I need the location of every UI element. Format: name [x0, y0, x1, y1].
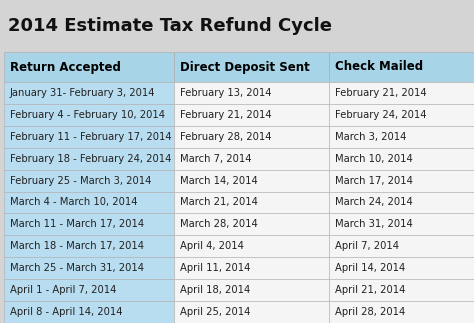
Bar	[174, 148, 329, 170]
Text: February 21, 2014: February 21, 2014	[180, 110, 272, 120]
Text: March 3, 2014: March 3, 2014	[335, 132, 406, 142]
Bar	[4, 257, 174, 279]
Text: March 25 - March 31, 2014: March 25 - March 31, 2014	[10, 263, 144, 273]
Bar	[174, 279, 329, 301]
Text: April 8 - April 14, 2014: April 8 - April 14, 2014	[10, 307, 122, 317]
Text: 2014 Estimate Tax Refund Cycle: 2014 Estimate Tax Refund Cycle	[8, 17, 332, 35]
Text: April 4, 2014: April 4, 2014	[180, 241, 244, 251]
Text: Check Mailed: Check Mailed	[335, 60, 423, 74]
Bar	[329, 126, 474, 148]
Bar	[4, 235, 174, 257]
Bar	[4, 126, 174, 148]
Text: March 14, 2014: March 14, 2014	[180, 176, 258, 186]
Text: February 24, 2014: February 24, 2014	[335, 110, 427, 120]
Bar	[4, 214, 174, 235]
Text: February 13, 2014: February 13, 2014	[180, 88, 272, 98]
Bar	[329, 257, 474, 279]
Bar	[4, 52, 174, 82]
Bar	[329, 214, 474, 235]
Text: March 28, 2014: March 28, 2014	[180, 219, 258, 229]
Text: February 11 - February 17, 2014: February 11 - February 17, 2014	[10, 132, 172, 142]
Text: April 28, 2014: April 28, 2014	[335, 307, 405, 317]
Text: March 11 - March 17, 2014: March 11 - March 17, 2014	[10, 219, 144, 229]
Bar	[174, 192, 329, 214]
Text: March 21, 2014: March 21, 2014	[180, 197, 258, 207]
Bar	[4, 279, 174, 301]
Text: Return Accepted: Return Accepted	[10, 60, 121, 74]
Bar	[4, 82, 174, 104]
Bar	[4, 104, 174, 126]
Bar	[329, 235, 474, 257]
Bar	[329, 301, 474, 323]
Bar	[174, 104, 329, 126]
Text: Direct Deposit Sent: Direct Deposit Sent	[180, 60, 310, 74]
Text: February 25 - March 3, 2014: February 25 - March 3, 2014	[10, 176, 151, 186]
Bar	[329, 192, 474, 214]
Text: March 18 - March 17, 2014: March 18 - March 17, 2014	[10, 241, 144, 251]
Text: March 31, 2014: March 31, 2014	[335, 219, 413, 229]
Text: February 21, 2014: February 21, 2014	[335, 88, 427, 98]
Text: April 14, 2014: April 14, 2014	[335, 263, 405, 273]
Bar	[329, 170, 474, 192]
Text: April 7, 2014: April 7, 2014	[335, 241, 399, 251]
Bar	[4, 148, 174, 170]
Bar	[174, 170, 329, 192]
Text: March 7, 2014: March 7, 2014	[180, 154, 252, 164]
Bar	[174, 52, 329, 82]
Bar	[329, 279, 474, 301]
Text: February 18 - February 24, 2014: February 18 - February 24, 2014	[10, 154, 172, 164]
Text: February 4 - February 10, 2014: February 4 - February 10, 2014	[10, 110, 165, 120]
Text: April 25, 2014: April 25, 2014	[180, 307, 250, 317]
Text: March 24, 2014: March 24, 2014	[335, 197, 413, 207]
Bar	[174, 301, 329, 323]
Bar	[329, 52, 474, 82]
Text: March 4 - March 10, 2014: March 4 - March 10, 2014	[10, 197, 137, 207]
Text: April 11, 2014: April 11, 2014	[180, 263, 250, 273]
Bar	[329, 82, 474, 104]
Text: April 21, 2014: April 21, 2014	[335, 285, 405, 295]
Text: March 10, 2014: March 10, 2014	[335, 154, 413, 164]
Text: April 1 - April 7, 2014: April 1 - April 7, 2014	[10, 285, 117, 295]
Bar	[174, 257, 329, 279]
Text: February 28, 2014: February 28, 2014	[180, 132, 272, 142]
Bar	[329, 104, 474, 126]
Bar	[174, 82, 329, 104]
Bar	[4, 301, 174, 323]
Bar	[4, 170, 174, 192]
Bar	[4, 192, 174, 214]
Bar	[174, 214, 329, 235]
Text: January 31- February 3, 2014: January 31- February 3, 2014	[10, 88, 155, 98]
Text: March 17, 2014: March 17, 2014	[335, 176, 413, 186]
Bar	[174, 235, 329, 257]
Bar	[329, 148, 474, 170]
Text: April 18, 2014: April 18, 2014	[180, 285, 250, 295]
Bar	[174, 126, 329, 148]
